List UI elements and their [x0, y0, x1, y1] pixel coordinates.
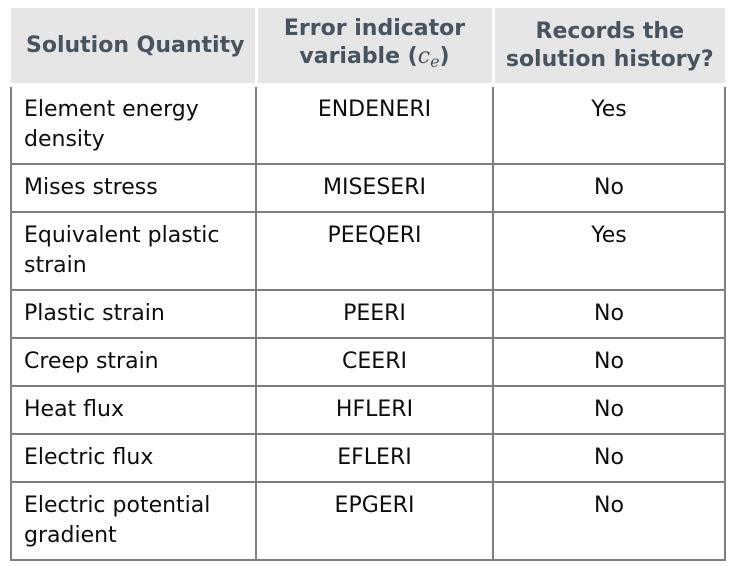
table-body: Element energy density ENDENERI Yes Mise… [10, 85, 726, 561]
cell-quantity: Electric potential gradient [10, 481, 257, 561]
header-error-indicator-line2-suffix: ) [439, 44, 450, 69]
header-solution-quantity-label: Solution Quantity [26, 32, 245, 58]
cell-variable: PEERI [255, 289, 494, 339]
table-row: Element energy density ENDENERI Yes [10, 85, 726, 165]
header-error-indicator-line2-prefix: variable ( [299, 44, 418, 69]
header-error-indicator-variable: Error indicator variable (ce) [254, 8, 493, 87]
cell-quantity: Plastic strain [10, 289, 257, 339]
cell-variable: EPGERI [255, 481, 494, 561]
header-records-line2: solution history? [505, 46, 714, 72]
table-row: Electric potential gradient EPGERI No [10, 481, 726, 561]
table-row: Heat flux HFLERI No [10, 385, 726, 435]
header-error-indicator-line1: Error indicator [283, 16, 466, 41]
table-row: Electric flux EFLERI No [10, 433, 726, 483]
error-indicator-table: Solution Quantity Error indicator variab… [10, 8, 726, 561]
cell-records: No [492, 289, 726, 339]
header-records-line1: Records the [535, 18, 684, 44]
math-variable-c: c [417, 44, 431, 69]
cell-records: No [492, 385, 726, 435]
cell-records: No [492, 337, 726, 387]
header-records-solution-history: Records the solution history? [491, 8, 725, 87]
cell-quantity: Mises stress [10, 163, 257, 213]
cell-records: No [492, 163, 726, 213]
header-solution-quantity: Solution Quantity [11, 8, 256, 87]
table-row: Creep strain CEERI No [10, 337, 726, 387]
cell-records: Yes [492, 211, 726, 291]
table-header: Solution Quantity Error indicator variab… [11, 8, 725, 87]
cell-records: Yes [492, 85, 726, 165]
cell-variable: ENDENERI [255, 85, 494, 165]
table-row: Plastic strain PEERI No [10, 289, 726, 339]
cell-quantity: Heat flux [10, 385, 257, 435]
cell-records: No [492, 433, 726, 483]
cell-quantity: Element energy density [10, 85, 257, 165]
cell-records: No [492, 481, 726, 561]
cell-quantity: Creep strain [10, 337, 257, 387]
cell-variable: EFLERI [255, 433, 494, 483]
cell-quantity: Equivalent plastic strain [10, 211, 257, 291]
table-row: Equivalent plastic strain PEEQERI Yes [10, 211, 726, 291]
math-subscript-e: e [430, 52, 440, 71]
cell-variable: PEEQERI [255, 211, 494, 291]
header-row: Solution Quantity Error indicator variab… [11, 8, 725, 87]
table-row: Mises stress MISESERI No [10, 163, 726, 213]
cell-variable: CEERI [255, 337, 494, 387]
cell-variable: MISESERI [255, 163, 494, 213]
cell-quantity: Electric flux [10, 433, 257, 483]
cell-variable: HFLERI [255, 385, 494, 435]
